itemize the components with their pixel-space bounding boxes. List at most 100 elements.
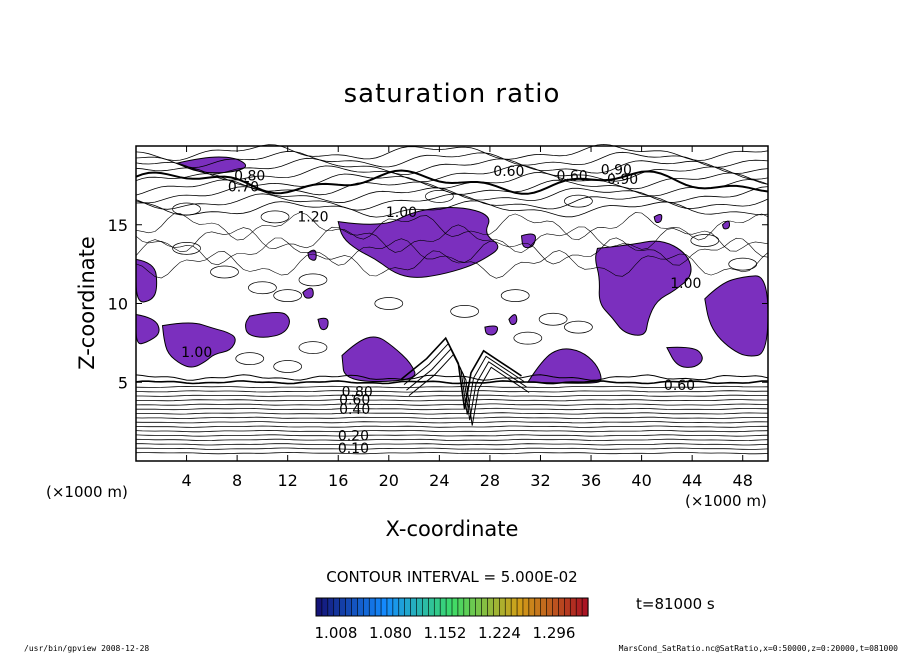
supersaturation-region (135, 313, 160, 345)
contour-line (135, 212, 769, 241)
contour-value-label: 0.60 (556, 169, 587, 185)
contour-line (135, 421, 769, 424)
colorbar-cell (363, 597, 370, 617)
contour-line (425, 190, 454, 203)
colorbar-cell (368, 597, 376, 617)
supersaturation-region (135, 258, 158, 303)
contour-line (135, 169, 769, 195)
x-axis-unit-right: (×1000 m) (685, 492, 767, 510)
supersaturation-region (317, 317, 329, 331)
colorbar-tick-label: 1.152 (424, 624, 467, 642)
contour-line (135, 150, 769, 169)
contour-line (135, 380, 768, 385)
colorbar-cell (457, 597, 465, 617)
colorbar-cell (534, 597, 542, 617)
colorbar-cell (516, 597, 524, 617)
contour-line (210, 265, 239, 279)
contour-value-label: 0.90 (607, 172, 638, 188)
supersaturation-region (704, 275, 769, 357)
contour-value-label: 0.80 (342, 384, 373, 400)
supersaturation-region (307, 249, 317, 261)
colorbar-tick-label: 1.080 (369, 624, 412, 642)
contour-value-label: 0.70 (228, 180, 259, 196)
colorbar-tick-label: 1.008 (315, 624, 358, 642)
contour-line (136, 412, 769, 415)
x-tick-label: 36 (581, 471, 601, 490)
supersaturation-region (302, 287, 314, 299)
contour-line (136, 394, 768, 397)
colorbar-cell (416, 597, 424, 617)
x-tick-label: 40 (631, 471, 651, 490)
supersaturation-region (341, 336, 416, 383)
contour-line (135, 250, 769, 279)
colorbar-cell (552, 597, 560, 617)
colorbar (315, 597, 589, 617)
contour-line (136, 407, 769, 411)
colorbar-cell (575, 597, 583, 617)
contour-line (135, 403, 768, 406)
x-tick-label: 44 (682, 471, 702, 490)
x-tick-label: 16 (328, 471, 348, 490)
colorbar-cell (439, 597, 447, 617)
colorbar-cell (451, 597, 459, 617)
footer-right: MarsCond_SatRatio.nc@SatRatio,x=0:50000,… (619, 644, 899, 653)
x-axis-label: X-coordinate (386, 517, 519, 541)
contour-line (298, 341, 328, 354)
colorbar-cell (398, 597, 406, 617)
colorbar-cell (475, 597, 483, 617)
colorbar-cell (558, 597, 565, 617)
x-axis-unit-left: (×1000 m) (46, 483, 128, 501)
colorbar-cell (546, 597, 554, 617)
contour-line (400, 336, 522, 410)
contour-line (406, 348, 527, 421)
z-tick-label: 10 (108, 295, 128, 314)
contour-line (273, 360, 303, 373)
colorbar-tick-label: 1.296 (533, 624, 576, 642)
contour-value-label: 0.20 (338, 429, 369, 445)
time-label: t=81000 s (636, 595, 715, 613)
colorbar-cell (433, 597, 441, 617)
colorbar-cell (445, 597, 453, 617)
colorbar-cell (422, 597, 429, 617)
x-tick-label: 32 (530, 471, 550, 490)
contour-line (135, 224, 769, 253)
colorbar-cell (410, 597, 418, 617)
x-tick-label: 24 (429, 471, 449, 490)
contour-line (564, 194, 593, 208)
colorbar-tick-labels: 1.008 1.080 1.152 1.224 1.296 (315, 624, 576, 642)
contour-line (538, 312, 568, 326)
z-tick-label: 5 (118, 373, 128, 392)
colorbar-cell (564, 597, 571, 617)
contour-value-label: 0.80 (234, 169, 265, 185)
contour-line (135, 447, 769, 450)
footer-left: /usr/bin/gpview 2008-12-28 (24, 644, 149, 653)
contour-line (135, 438, 769, 442)
colorbar-frame (315, 597, 589, 617)
contour-line (135, 172, 769, 190)
colorbar-cell (522, 597, 530, 617)
colorbar-cell (499, 597, 506, 617)
colorbar-cell (380, 597, 388, 617)
contour-interval-label: CONTOUR INTERVAL = 5.000E-02 (326, 568, 577, 586)
contour-line (135, 429, 769, 433)
contour-value-label: 1.00 (670, 276, 701, 292)
x-tick-label: 28 (480, 471, 500, 490)
x-axis-ticks: 4 8 12 16 20 24 28 32 36 40 44 48 (181, 146, 753, 490)
contour-line (135, 186, 769, 204)
contour-line (135, 425, 768, 428)
contour-line (374, 297, 404, 310)
contour-value-label: 0.60 (664, 378, 695, 394)
contour-value-label: 0.40 (339, 402, 370, 418)
contour-line (500, 289, 530, 302)
x-tick-label: 8 (232, 471, 242, 490)
colorbar-cell (540, 597, 548, 617)
supersaturation-region (484, 325, 499, 336)
contour-line (172, 242, 201, 255)
colorbar-cell (510, 597, 518, 617)
contour-lines (135, 143, 769, 455)
contour-line (135, 157, 769, 175)
contour-line (136, 390, 768, 393)
supersaturation-region (508, 314, 518, 326)
contour-line (135, 374, 769, 381)
contour-line (135, 385, 769, 389)
